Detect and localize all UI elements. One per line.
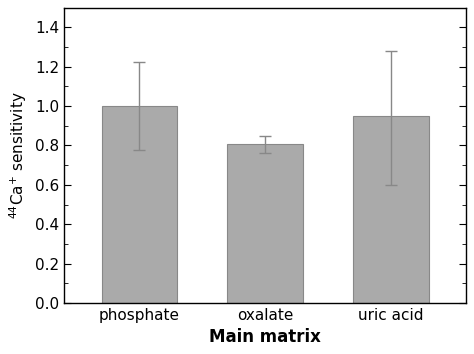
Bar: [102, 106, 177, 303]
X-axis label: Main matrix: Main matrix: [209, 329, 321, 346]
Bar: [353, 116, 428, 303]
Y-axis label: $^{44}$Ca$^{+}$ sensitivity: $^{44}$Ca$^{+}$ sensitivity: [8, 91, 29, 219]
Bar: [228, 144, 303, 303]
